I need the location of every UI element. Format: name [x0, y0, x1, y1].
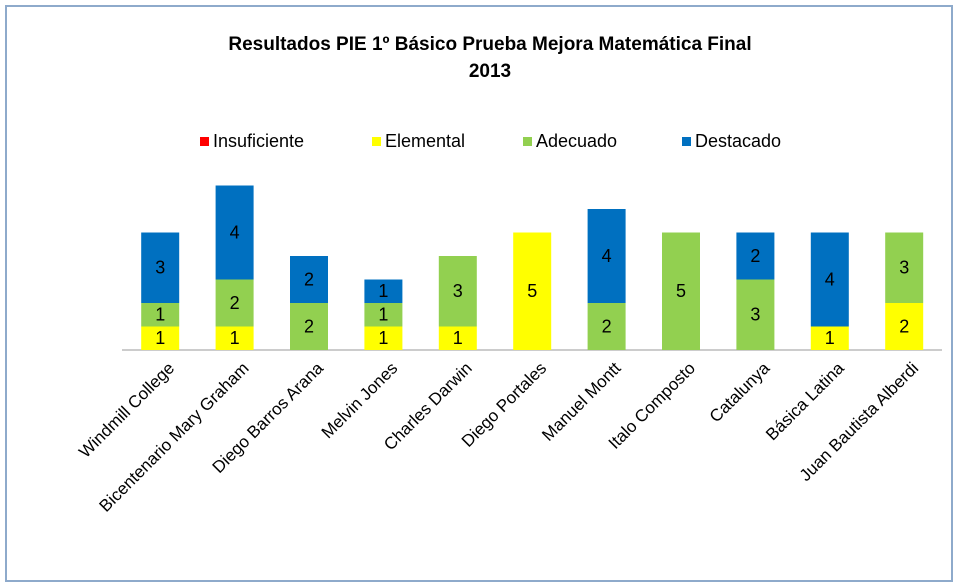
bar-segment [736, 279, 775, 350]
data-label: 3 [899, 258, 909, 278]
data-label: 3 [750, 305, 760, 325]
bar-segment [438, 256, 477, 327]
bar-segment [141, 303, 180, 327]
data-label: 1 [155, 305, 165, 325]
bar-segment [662, 232, 700, 350]
legend-swatch [200, 137, 209, 146]
bar-segment [438, 326, 477, 350]
data-label: 4 [230, 222, 240, 242]
bar-segment [141, 232, 180, 303]
bar-segment [364, 279, 403, 303]
data-label: 1 [230, 328, 240, 348]
data-label: 2 [899, 316, 909, 336]
bar-segment [364, 303, 403, 327]
legend-label: Elemental [385, 131, 465, 151]
data-label: 1 [378, 305, 388, 325]
data-label: 4 [825, 269, 835, 289]
chart-title: Resultados PIE 1º Básico Prueba Mejora M… [228, 34, 751, 55]
legend-swatch [523, 137, 532, 146]
data-label: 5 [527, 281, 537, 301]
data-label: 3 [453, 281, 463, 301]
bar-segment [810, 232, 849, 327]
chart-title: 2013 [469, 61, 511, 82]
data-label: 4 [602, 246, 612, 266]
data-label: 2 [304, 269, 314, 289]
data-label: 2 [304, 316, 314, 336]
bar-segment [810, 326, 849, 350]
bar-segment [885, 232, 924, 303]
bar-segment [215, 279, 254, 327]
data-label: 1 [155, 328, 165, 348]
bar-segment [141, 326, 180, 350]
data-label: 5 [676, 281, 686, 301]
data-label: 1 [825, 328, 835, 348]
bar-segment [885, 303, 924, 350]
data-label: 2 [750, 246, 760, 266]
bar-segment [513, 232, 552, 350]
legend-label: Adecuado [536, 131, 617, 151]
legend-label: Destacado [695, 131, 781, 151]
data-label: 1 [378, 281, 388, 301]
legend-swatch [372, 137, 381, 146]
bar-segment [736, 232, 775, 280]
data-label: 1 [453, 328, 463, 348]
bar-segment [215, 326, 254, 350]
bar-segment [215, 185, 254, 280]
data-label: 2 [230, 293, 240, 313]
bar-segment [587, 209, 626, 303]
bar-segment [290, 303, 328, 350]
data-label: 1 [378, 328, 388, 348]
legend-swatch [682, 137, 691, 146]
bar-segment [364, 326, 403, 350]
bar-segment [587, 303, 626, 350]
bar-segment [290, 256, 328, 303]
legend-label: Insuficiente [213, 131, 304, 151]
data-label: 2 [602, 316, 612, 336]
data-label: 3 [155, 258, 165, 278]
